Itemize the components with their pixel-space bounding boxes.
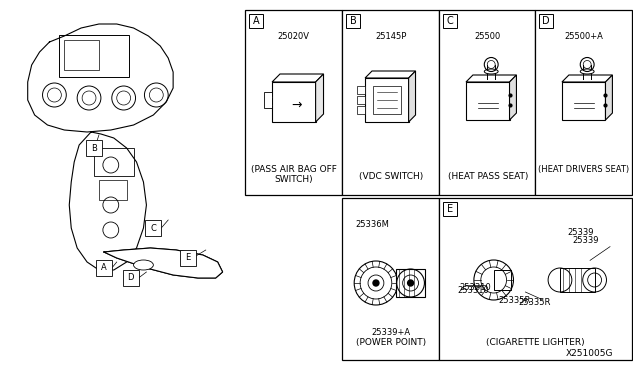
Text: (POWER POINT): (POWER POINT) [356,338,426,347]
Text: 25020V: 25020V [278,32,310,41]
Text: B: B [350,16,356,26]
Text: (VDC SWITCH): (VDC SWITCH) [358,172,423,181]
Text: E: E [447,204,453,214]
Text: 25145P: 25145P [375,32,406,41]
Text: A: A [253,16,260,26]
Bar [365,78,408,122]
Text: →: → [292,99,302,112]
Ellipse shape [580,69,594,74]
Bar [96,260,112,276]
Bar [444,202,457,216]
Bar [99,180,127,200]
Text: (HEAT DRIVERS SEAT): (HEAT DRIVERS SEAT) [538,165,629,174]
Text: 25500: 25500 [475,32,501,41]
Text: B: B [91,144,97,153]
Polygon shape [104,248,223,278]
Polygon shape [605,75,612,120]
Bar [145,220,161,236]
Bar [560,268,595,292]
Ellipse shape [134,260,154,270]
Bar [86,140,102,156]
Bar [439,10,535,195]
Polygon shape [365,71,415,78]
Text: C: C [150,224,156,232]
Bar [444,14,457,28]
Text: 25335R: 25335R [518,298,551,307]
Bar [357,86,365,94]
Bar [373,86,401,114]
Text: (HEAT PASS SEAT): (HEAT PASS SEAT) [447,172,528,181]
Circle shape [373,280,379,286]
Polygon shape [509,75,516,120]
Text: 25339: 25339 [568,228,595,237]
Text: A: A [101,263,107,273]
Bar [272,82,316,122]
Bar [535,10,632,195]
Bar [245,10,342,195]
Text: E: E [186,253,191,263]
Bar [562,82,605,120]
Bar [346,14,360,28]
Text: (PASS AIR BAG OFF
SWITCH): (PASS AIR BAG OFF SWITCH) [251,165,337,185]
Bar [357,106,365,114]
Polygon shape [466,75,516,82]
Bar [60,35,129,77]
Text: 25336M: 25336M [355,220,389,229]
Polygon shape [272,74,323,82]
Bar [539,14,553,28]
Text: 253310: 253310 [457,286,489,295]
Polygon shape [562,75,612,82]
Bar [342,10,439,195]
Bar [64,40,99,70]
Ellipse shape [484,69,498,74]
Text: 25339: 25339 [573,236,599,245]
Circle shape [408,280,413,286]
Text: D: D [127,273,134,282]
Text: 25339+A: 25339+A [371,328,410,337]
Bar [439,198,632,360]
Bar [94,148,134,176]
Bar [123,270,138,286]
Text: 25500+A: 25500+A [564,32,603,41]
Bar [264,92,272,108]
Text: 25335R: 25335R [499,296,531,305]
Polygon shape [316,74,323,122]
Text: D: D [542,16,550,26]
Bar [342,198,439,360]
Text: 253310: 253310 [459,283,491,292]
Text: X251005G: X251005G [566,349,613,358]
Text: (CIGARETTE LIGHTER): (CIGARETTE LIGHTER) [486,338,584,347]
Bar [466,82,509,120]
Polygon shape [408,71,415,122]
Text: C: C [447,16,454,26]
Bar [396,269,426,297]
Bar [357,96,365,104]
Bar [250,14,263,28]
Bar [493,270,511,290]
Bar [180,250,196,266]
